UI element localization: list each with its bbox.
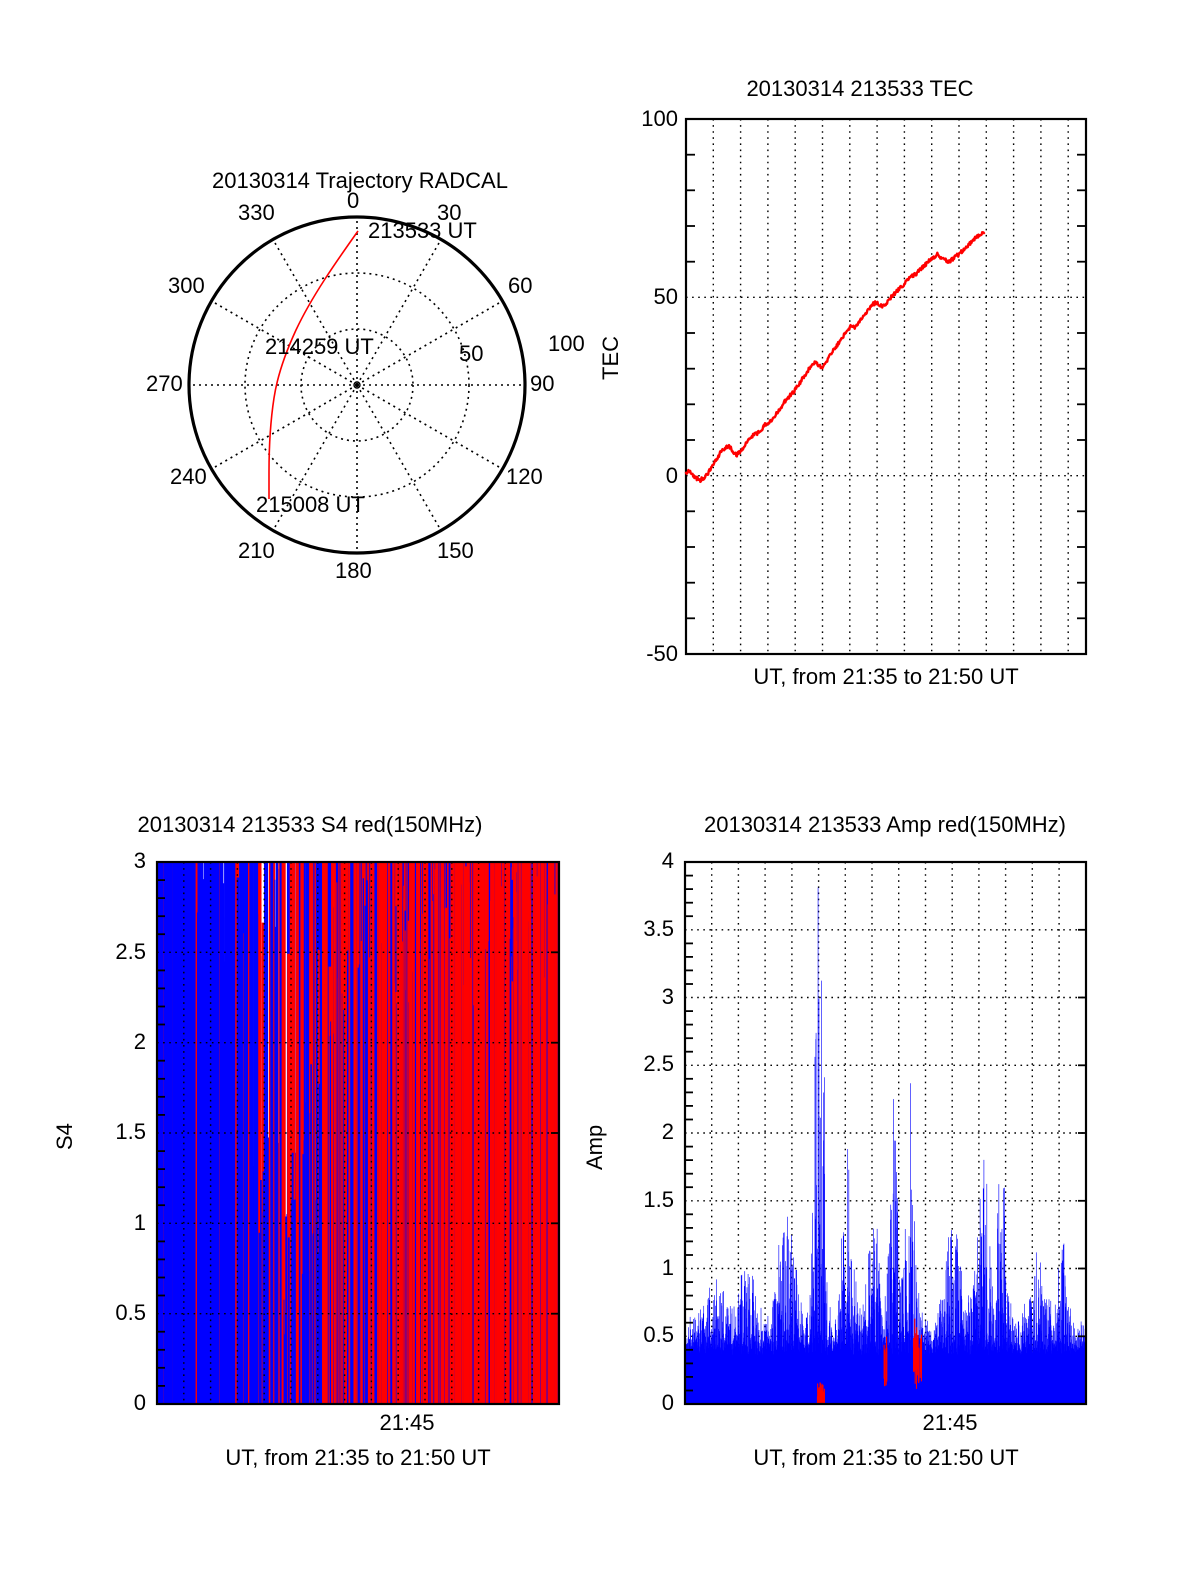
polar-outer-circle: [187, 215, 527, 555]
s4-minor-ticks: [157, 879, 559, 1387]
tec-trace: [684, 230, 986, 484]
amp-minor-ticks: [685, 874, 1086, 1392]
tec-ytick-50: 50: [653, 284, 678, 309]
s4-y-axis-label: S4: [52, 1123, 77, 1150]
s4-ytick-2: 2: [133, 1029, 146, 1054]
amp-ytick-0p5: 0.5: [643, 1322, 674, 1347]
polar-azimuth-spokes: [189, 217, 525, 553]
polar-trajectory-panel: 20130314 Trajectory RADCAL 0 30 60 90: [0, 0, 600, 640]
polar-plot-svg: [187, 215, 527, 555]
s4-xtick-2145: 21:45: [379, 1410, 435, 1435]
amp-plot-svg: [683, 860, 1088, 1406]
tec-ytick-0: 0: [665, 463, 678, 488]
s4-ytick-0p5: 0.5: [115, 1300, 146, 1325]
tec-plot-title: 20130314 213533 TEC: [746, 76, 974, 101]
s4-ytick-3: 3: [133, 848, 146, 873]
tec-ytick-minus50: -50: [646, 641, 678, 666]
amp-y-axis-label: Amp: [582, 1124, 607, 1170]
polar-range-label-50: 50: [459, 341, 484, 366]
s4-ytick-1p5: 1.5: [115, 1119, 146, 1144]
amp-horizontal-gridlines: [685, 929, 1086, 1337]
polar-azimuth-label-240: 240: [170, 464, 207, 489]
polar-azimuth-label-0: 0: [347, 188, 360, 213]
s4-panel: 20130314 213533 S4 red(150MHz): [0, 790, 600, 1490]
tec-horizontal-gridlines: [686, 296, 1086, 477]
tec-plot-frame: [684, 117, 1088, 656]
polar-azimuth-label-180: 180: [335, 558, 372, 583]
tec-x-axis-label: UT, from 21:35 to 21:50 UT: [753, 664, 1019, 689]
tec-ytick-100: 100: [641, 106, 678, 131]
polar-range-ring-100: [244, 272, 470, 498]
amp-traces: [685, 887, 1086, 1404]
amp-ytick-2p5: 2.5: [643, 1051, 674, 1076]
amp-ytick-3p5: 3.5: [643, 916, 674, 941]
amp-x-axis-label: UT, from 21:35 to 21:50 UT: [753, 1445, 1019, 1470]
amp-ytick-3: 3: [661, 984, 674, 1009]
polar-azimuth-label-270: 270: [146, 371, 183, 396]
polar-azimuth-label-330: 330: [238, 200, 275, 225]
polar-trajectory-trace: [268, 230, 359, 499]
polar-azimuth-label-300: 300: [168, 273, 205, 298]
polar-range-label-100: 100: [548, 331, 585, 356]
polar-azimuth-label-210: 210: [238, 538, 275, 563]
polar-center-marker: [353, 381, 361, 389]
tec-plot-svg: [684, 117, 1088, 656]
polar-azimuth-label-120: 120: [506, 464, 543, 489]
amp-ytick-1p5: 1.5: [643, 1187, 674, 1212]
polar-azimuth-label-90: 90: [530, 371, 555, 396]
tec-minor-ticks: [686, 153, 1086, 620]
polar-azimuth-label-60: 60: [508, 273, 533, 298]
s4-plot-svg: [155, 860, 561, 1406]
s4-ytick-0: 0: [133, 1390, 146, 1415]
polar-azimuth-label-150: 150: [437, 538, 474, 563]
amp-ytick-2: 2: [661, 1119, 674, 1144]
polar-annotation-mid: 214259 UT: [265, 334, 374, 359]
polar-plot-title: 20130314 Trajectory RADCAL: [212, 168, 508, 193]
s4-ytick-1: 1: [133, 1210, 146, 1235]
amp-xtick-2145: 21:45: [922, 1410, 978, 1435]
amp-ytick-0: 0: [661, 1390, 674, 1415]
polar-annotation-end: 215008 UT: [256, 492, 365, 517]
amp-plot-title: 20130314 213533 Amp red(150MHz): [703, 812, 1067, 837]
amp-ytick-1: 1: [661, 1255, 674, 1280]
s4-plot-title: 20130314 213533 S4 red(150MHz): [137, 812, 483, 837]
s4-ytick-2p5: 2.5: [115, 939, 146, 964]
tec-y-axis-label: TEC: [598, 336, 623, 380]
amp-ytick-4: 4: [661, 848, 674, 873]
tec-vertical-gridlines: [712, 119, 1069, 654]
polar-annotation-start: 213533 UT: [368, 218, 477, 243]
s4-x-axis-label: UT, from 21:35 to 21:50 UT: [225, 1445, 491, 1470]
amp-panel: 20130314 213533 Amp red(150MHz): [582, 790, 1200, 1490]
polar-azimuth-label-30: 30: [437, 200, 462, 225]
tec-panel: 20130314 213533 TEC: [598, 0, 1200, 720]
